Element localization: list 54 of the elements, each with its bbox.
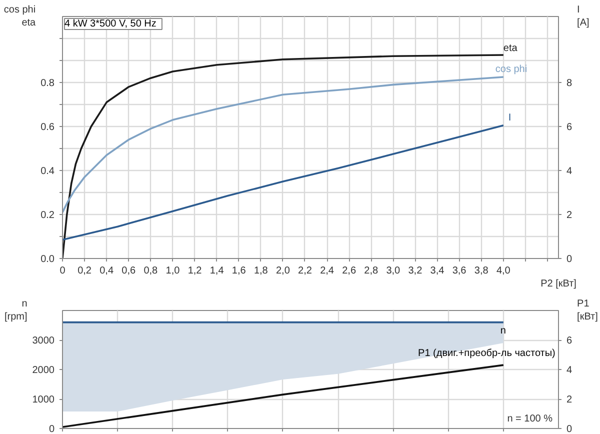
- y-axis-title: cos phi eta: [4, 4, 36, 29]
- x-tick-label: 0,8: [144, 266, 158, 276]
- y-axis-title: n [rpm]: [4, 298, 28, 323]
- y-tick-label: 0.6: [40, 122, 55, 133]
- x-tick-label: 3,8: [474, 266, 489, 276]
- x-tick-label: 1,4: [210, 266, 224, 276]
- x-axis-title: P2 [кВт]: [540, 278, 577, 290]
- x-tick-label: 4,0: [496, 266, 511, 276]
- y-tick-label: 1000: [32, 394, 55, 406]
- y2-tick-label: 6: [566, 336, 572, 346]
- x-tick-label: 0,2: [78, 266, 92, 276]
- chart-title: 4 kW 3*500 V, 50 Hz: [64, 18, 156, 30]
- series-label: eta: [503, 43, 518, 54]
- y2-axis-title: P1 [кВт]: [577, 298, 598, 323]
- y-tick-label: 0.0: [40, 254, 55, 265]
- line-series: [62, 76, 504, 214]
- x-tick-label: 1,2: [188, 266, 202, 276]
- line-series: [62, 364, 504, 428]
- y2-tick-label: 8: [566, 78, 572, 89]
- x-tick-label: 3,4: [430, 266, 445, 276]
- y-tick-label: 0.8: [40, 78, 55, 89]
- series-label: P1 (двиг.+преобр-ль частоты): [418, 348, 556, 360]
- x-tick-label: 2,2: [298, 266, 312, 276]
- line-series: [62, 124, 504, 241]
- y-tick-label: 3000: [32, 336, 55, 346]
- y2-tick-label: 2: [566, 210, 572, 221]
- x-tick-label: 3,2: [408, 266, 423, 276]
- y-tick-label: 0.4: [40, 166, 55, 177]
- series-label: cos phi: [495, 64, 528, 75]
- y2-tick-label: 0: [566, 254, 572, 265]
- x-tick-label: 2,8: [364, 266, 379, 276]
- x-tick-label: 1,0: [166, 266, 180, 276]
- x-tick-label: 0: [60, 266, 66, 276]
- x-tick-label: 0,6: [122, 266, 136, 276]
- y-tick-label: 0.2: [40, 210, 55, 221]
- y2-tick-label: 0: [566, 424, 572, 434]
- y2-tick-label: 4: [566, 166, 572, 177]
- annotation: n = 100 %: [507, 414, 553, 424]
- y2-tick-label: 6: [566, 122, 572, 133]
- y2-tick-label: 4: [566, 365, 572, 376]
- x-tick-label: 1,8: [254, 266, 268, 276]
- y2-axis-title: I [A]: [577, 4, 590, 29]
- y-tick-label: 0: [48, 424, 55, 434]
- x-tick-label: 1,6: [232, 266, 246, 276]
- x-tick-label: 0,4: [100, 266, 114, 276]
- y2-tick-label: 2: [566, 394, 572, 406]
- series-label: n: [500, 325, 506, 336]
- x-tick-label: 2,6: [342, 266, 356, 276]
- y-tick-label: 2000: [32, 365, 55, 376]
- series-label: I: [508, 112, 512, 124]
- x-tick-label: 2,4: [320, 266, 334, 276]
- x-tick-label: 3,0: [386, 266, 401, 276]
- x-tick-label: 2,0: [276, 266, 290, 276]
- x-tick-label: 3,6: [452, 266, 467, 276]
